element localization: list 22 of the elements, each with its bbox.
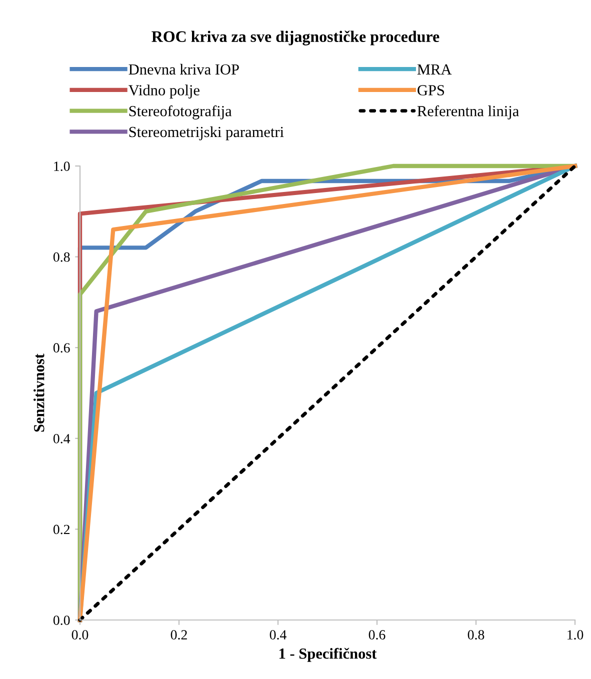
y-tick-label: 1.0 bbox=[54, 162, 70, 172]
y-axis-title: Senzitivnost bbox=[34, 354, 44, 432]
legend-label: Referentna linija bbox=[417, 105, 519, 120]
x-tick-label: 0.0 bbox=[72, 630, 88, 640]
legend-label: GPS bbox=[418, 85, 444, 96]
y-tick-label: 0.8 bbox=[53, 252, 70, 262]
legend-label: Stereometrijski parametri bbox=[129, 126, 284, 140]
legend-label: Stereofotografija bbox=[129, 105, 232, 120]
x-tick-label: 1.0 bbox=[568, 630, 584, 640]
y-tick-label: 0.4 bbox=[53, 434, 70, 444]
legend-label: Dnevna kriva IOP bbox=[128, 64, 239, 75]
y-tick-label: 0.2 bbox=[53, 524, 70, 534]
y-tick-label: 0.0 bbox=[53, 616, 70, 626]
y-tick-label: 0.6 bbox=[53, 343, 70, 353]
x-tick-label: 0.2 bbox=[170, 630, 187, 640]
legend-label: Vidno polje bbox=[128, 84, 200, 99]
chart-title: ROC kriva za sve dijagnostičke procedure bbox=[152, 30, 440, 46]
x-tick-label: 0.4 bbox=[270, 630, 286, 640]
x-axis-title: 1 - Specifičnost bbox=[280, 648, 377, 662]
x-tick-label: 0.6 bbox=[368, 630, 386, 640]
x-tick-label: 0.8 bbox=[468, 630, 484, 640]
legend-label: MRA bbox=[417, 64, 452, 74]
